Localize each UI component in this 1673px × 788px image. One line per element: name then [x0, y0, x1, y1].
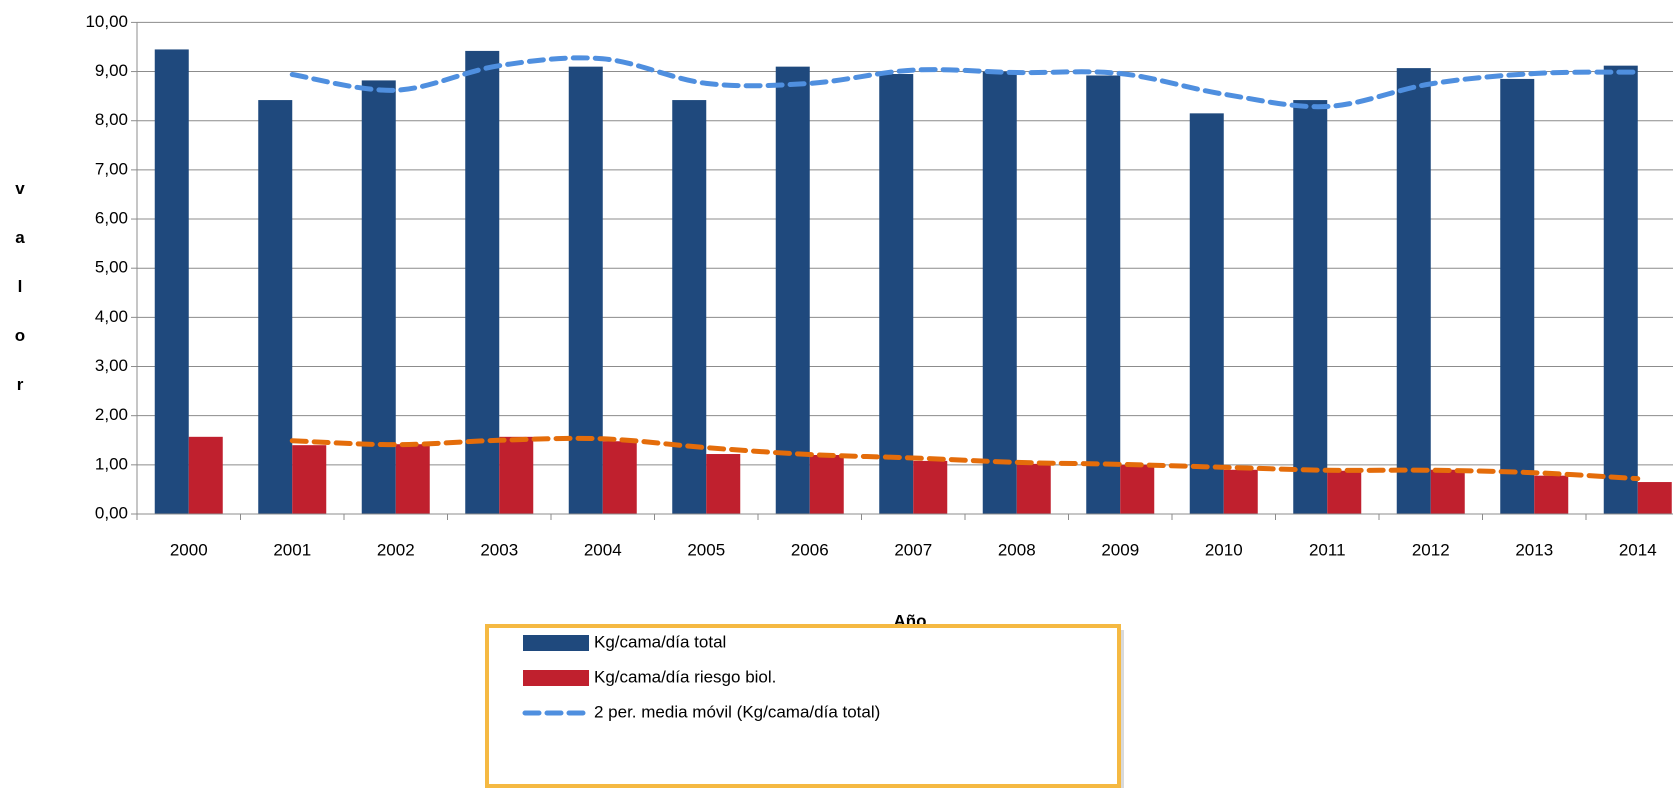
- bar: [292, 445, 327, 514]
- bar: [1120, 464, 1155, 514]
- y-tick-label: 3,00: [95, 356, 128, 375]
- x-tick-label: 2014: [1619, 540, 1657, 559]
- bar: [154, 49, 189, 515]
- x-tick-label: 2011: [1309, 540, 1346, 559]
- bar: [602, 441, 637, 514]
- bar: [1086, 75, 1121, 514]
- y-tick-label: 9,00: [95, 61, 128, 80]
- bar: [1223, 469, 1258, 514]
- bar: [879, 74, 914, 514]
- x-tick-label: 2002: [377, 540, 415, 559]
- trend-line: [289, 55, 1641, 110]
- bar: [1327, 470, 1362, 514]
- bar: [1189, 113, 1224, 514]
- x-tick-label: 2003: [480, 540, 518, 559]
- bar: [499, 436, 534, 514]
- legend-label: 2 per. media móvil (Kg/cama/día total): [594, 702, 880, 721]
- bar: [258, 100, 293, 514]
- bar: [1534, 475, 1569, 514]
- x-tick-label: 2000: [170, 540, 208, 559]
- y-tick-label: 0,00: [95, 503, 128, 522]
- bar: [1396, 68, 1431, 514]
- bar: [809, 455, 844, 514]
- y-tick-label: 8,00: [95, 110, 128, 129]
- bar: [1430, 469, 1465, 514]
- bar: [1293, 100, 1328, 514]
- bar: [913, 460, 948, 514]
- y-tick-label: 5,00: [95, 258, 128, 277]
- x-tick-label: 2007: [894, 540, 932, 559]
- bar: [395, 444, 430, 514]
- bar: [465, 50, 500, 514]
- bar: [1637, 482, 1672, 514]
- y-tick-label: 10,00: [85, 12, 128, 31]
- x-tick-label: 2013: [1515, 540, 1553, 559]
- x-tick-label: 2006: [791, 540, 829, 559]
- bar: [982, 71, 1017, 514]
- trend-line: [289, 435, 1641, 482]
- x-tick-label: 2009: [1101, 540, 1139, 559]
- bar: [361, 80, 396, 514]
- x-tick-label: 2004: [584, 540, 622, 559]
- legend-swatch: [523, 635, 589, 651]
- bar: [568, 66, 603, 515]
- x-tick-label: 2012: [1412, 540, 1450, 559]
- legend-swatch: [523, 670, 589, 686]
- x-tick-label: 2008: [998, 540, 1036, 559]
- x-tick-label: 2005: [687, 540, 725, 559]
- legend: Kg/cama/día total Kg/cama/día riesgo biol…: [485, 624, 1124, 788]
- legend-label: Kg/cama/día riesgo biol.: [594, 667, 776, 686]
- y-tick-label: 4,00: [95, 307, 128, 326]
- y-tick-label: 2,00: [95, 405, 128, 424]
- legend-box: [485, 624, 1121, 788]
- y-tick-label: 7,00: [95, 159, 128, 178]
- bar: [706, 454, 741, 514]
- x-tick-label: 2010: [1205, 540, 1243, 559]
- bar: [672, 100, 707, 514]
- bar: [775, 66, 810, 515]
- bar: [1500, 78, 1535, 515]
- y-tick-label: 6,00: [95, 209, 128, 228]
- y-tick-label: 1,00: [95, 454, 128, 473]
- bar: [1603, 65, 1638, 514]
- bar: [1016, 463, 1051, 514]
- x-tick-label: 2001: [273, 540, 311, 559]
- legend-label: Kg/cama/día total: [594, 632, 726, 651]
- bar: [188, 436, 223, 514]
